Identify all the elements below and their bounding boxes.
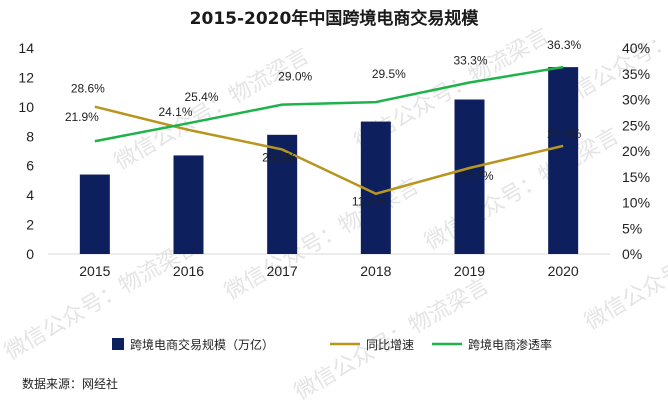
x-axis: 2015 2016 2017 2018 2019 2020: [79, 263, 579, 279]
source-note: 数据来源：网经社: [22, 376, 118, 391]
right-axis-tick-label: 5%: [622, 220, 642, 236]
data-label: 33.3%: [454, 54, 488, 68]
data-label: 29.0%: [278, 70, 312, 84]
bar: [173, 155, 204, 254]
right-axis-tick-label: 20%: [622, 143, 650, 159]
bar: [79, 174, 110, 254]
bar: [454, 99, 485, 254]
left-axis-tick-label: 8: [26, 128, 34, 144]
data-label: 11.7%: [352, 195, 385, 209]
x-axis-tick-label: 2019: [454, 263, 485, 279]
data-label: 36.3%: [547, 38, 581, 52]
right-axis-tick-label: 40%: [622, 40, 650, 56]
data-labels: 28.6% 24.1% 20.3% 11.7% 16.7% 21.0% 21.9% 25.4%…: [65, 38, 582, 209]
data-label: 21.0%: [547, 127, 581, 141]
legend-label: 跨境电商渗透率: [468, 337, 552, 352]
watermark-text: 微信公众号：物流梁言: [421, 124, 624, 256]
legend: 跨境电商交易规模（万亿） 同比增速 跨境电商渗透率: [112, 337, 552, 352]
right-axis: 0% 5% 10% 15% 20% 25% 30% 35% 40%: [622, 40, 650, 262]
x-axis-tick-label: 2020: [548, 263, 579, 279]
right-axis-tick-label: 0%: [622, 246, 642, 262]
chart-title: 2015-2020年中国跨境电商交易规模: [190, 8, 480, 29]
line-series: [94, 65, 564, 195]
left-axis-tick-label: 0: [26, 246, 34, 262]
data-label: 21.9%: [65, 110, 99, 124]
bar-series: [79, 67, 579, 254]
legend-label: 跨境电商交易规模（万亿）: [130, 337, 274, 352]
left-axis-tick-label: 6: [26, 158, 34, 174]
data-label: 28.6%: [71, 82, 105, 96]
left-axis-tick-label: 4: [26, 187, 34, 203]
left-axis-tick-label: 12: [18, 69, 34, 85]
left-axis-tick-label: 14: [18, 40, 34, 56]
right-axis-tick-label: 30%: [622, 92, 650, 108]
series-line: [94, 65, 564, 143]
right-axis-tick-label: 25%: [622, 117, 650, 133]
bar: [548, 67, 579, 254]
right-axis-tick-label: 10%: [622, 195, 650, 211]
x-axis-tick-label: 2015: [79, 263, 110, 279]
x-axis-tick-label: 2016: [173, 263, 204, 279]
data-label: 25.4%: [185, 90, 219, 104]
data-label: 29.5%: [372, 67, 406, 81]
right-axis-tick-label: 15%: [622, 169, 650, 185]
legend-swatch-bar: [112, 338, 124, 350]
x-axis-tick-label: 2018: [360, 263, 391, 279]
data-label: 24.1%: [159, 105, 193, 119]
legend-label: 同比增速: [366, 338, 414, 352]
watermark-text: 微信公众号：物流梁言: [221, 174, 424, 306]
watermark-text: 微信公众号：物流梁言: [291, 274, 494, 400]
data-label: 20.3%: [262, 150, 296, 164]
left-axis-tick-label: 10: [18, 99, 34, 115]
x-axis-tick-label: 2017: [267, 263, 298, 279]
right-axis-tick-label: 35%: [622, 66, 650, 82]
data-label: 16.7%: [460, 169, 494, 183]
left-axis-tick-label: 2: [26, 217, 34, 233]
left-axis: 0 2 4 6 8 10 12 14: [18, 40, 34, 262]
